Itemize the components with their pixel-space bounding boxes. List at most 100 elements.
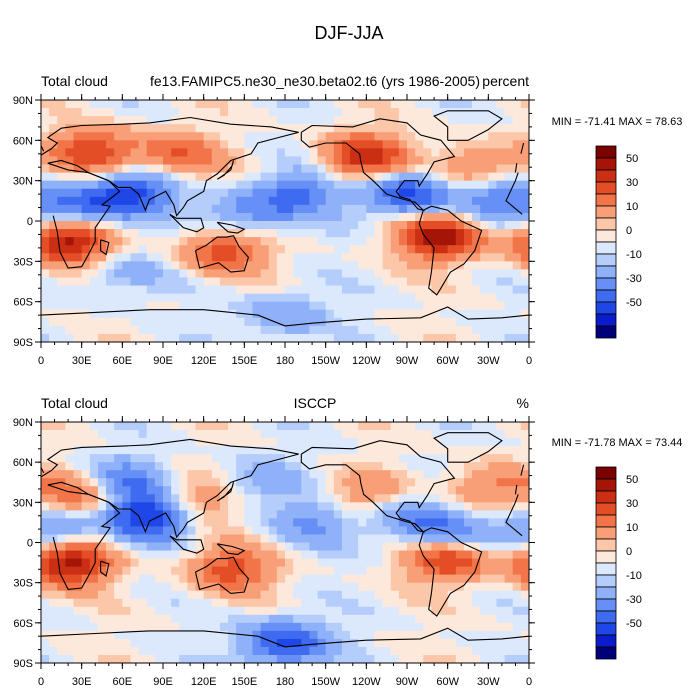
field-cell xyxy=(195,574,205,584)
field-cell xyxy=(407,630,416,640)
field-cell xyxy=(309,478,319,487)
field-cell xyxy=(293,430,302,439)
field-cell xyxy=(146,317,156,327)
field-cell xyxy=(455,148,465,158)
field-cell xyxy=(276,221,286,230)
field-cell xyxy=(89,172,99,182)
field-cell xyxy=(65,606,75,616)
field-cell xyxy=(187,630,197,640)
field-cell xyxy=(317,646,327,656)
field-cell xyxy=(179,510,188,519)
field-cell xyxy=(114,574,123,584)
field-cell xyxy=(236,590,245,600)
field-cell xyxy=(472,566,481,576)
field-cell xyxy=(260,301,270,311)
field-cell xyxy=(398,229,408,238)
field-cell xyxy=(301,574,310,584)
field-cell xyxy=(211,188,221,198)
field-cell xyxy=(81,229,91,238)
field-cell xyxy=(252,148,262,158)
field-cell xyxy=(154,100,164,109)
colorbar-box xyxy=(595,277,617,291)
field-cell xyxy=(219,470,229,479)
ticks xyxy=(35,94,535,348)
field-cell xyxy=(65,654,75,663)
field-cell xyxy=(163,212,172,222)
field-cell xyxy=(106,221,115,230)
field-cell xyxy=(106,188,115,198)
field-cell xyxy=(325,422,335,431)
field-cell xyxy=(49,124,58,133)
field-cell xyxy=(431,285,441,295)
field-cell xyxy=(276,333,286,342)
field-cell xyxy=(431,598,441,608)
field-cell xyxy=(480,204,489,214)
field-cell xyxy=(81,598,91,608)
field-cell xyxy=(390,518,400,528)
field-cell xyxy=(57,550,66,560)
field-cell xyxy=(447,518,457,528)
field-cell xyxy=(374,510,384,519)
field-cell xyxy=(171,590,180,600)
field-cell xyxy=(374,582,384,592)
field-cell xyxy=(455,245,465,254)
field-cell xyxy=(496,494,506,503)
field-cell xyxy=(73,253,83,262)
field-cell xyxy=(154,430,164,439)
field-cell xyxy=(146,245,156,254)
field-cell xyxy=(407,470,416,479)
field-cell xyxy=(398,494,408,503)
field-cell xyxy=(520,253,529,262)
field-cell xyxy=(423,253,432,262)
field-cell xyxy=(390,478,400,487)
field-cell xyxy=(244,293,254,303)
field-cell xyxy=(138,638,148,648)
field-cell xyxy=(398,422,408,431)
field-cell xyxy=(415,654,424,663)
field-cell xyxy=(366,566,376,576)
field-cell xyxy=(374,164,384,174)
field-cell xyxy=(488,116,498,125)
field-cell xyxy=(447,132,457,141)
field-cell xyxy=(382,606,392,616)
field-cell xyxy=(268,172,278,182)
field-cell xyxy=(97,172,107,182)
field-cell xyxy=(187,598,197,608)
field-cell xyxy=(293,422,302,431)
field-cell xyxy=(366,301,376,311)
colorbar-box xyxy=(595,301,617,315)
field-cell xyxy=(195,285,205,295)
field-cell xyxy=(187,325,197,335)
field-cell xyxy=(260,630,270,640)
field-cell xyxy=(333,438,343,447)
field-cell xyxy=(260,269,270,279)
field-cell xyxy=(309,325,319,335)
field-cell xyxy=(89,422,99,431)
field-cell xyxy=(423,277,432,287)
field-cell xyxy=(146,542,156,552)
field-cell xyxy=(81,638,91,648)
field-cell xyxy=(374,116,384,125)
field-cell xyxy=(431,478,441,487)
field-cell xyxy=(236,446,245,455)
field-cell xyxy=(97,430,107,439)
field-cell xyxy=(146,526,156,536)
field-cell xyxy=(41,510,50,519)
field-cell xyxy=(138,277,148,287)
field-cell xyxy=(415,212,424,222)
field-cell xyxy=(171,462,180,471)
field-cell xyxy=(41,229,50,238)
field-cell xyxy=(97,614,107,624)
field-cell xyxy=(97,590,107,600)
field-cell xyxy=(244,229,254,238)
field-cell xyxy=(130,574,140,584)
field-cell xyxy=(423,100,432,109)
field-cell xyxy=(195,614,205,624)
field-cell xyxy=(350,285,359,295)
field-cell xyxy=(317,293,327,303)
field-cell xyxy=(520,269,529,279)
field-cell xyxy=(398,253,408,262)
field-cell xyxy=(325,654,335,663)
field-cell xyxy=(293,646,302,656)
field-cell xyxy=(293,606,302,616)
